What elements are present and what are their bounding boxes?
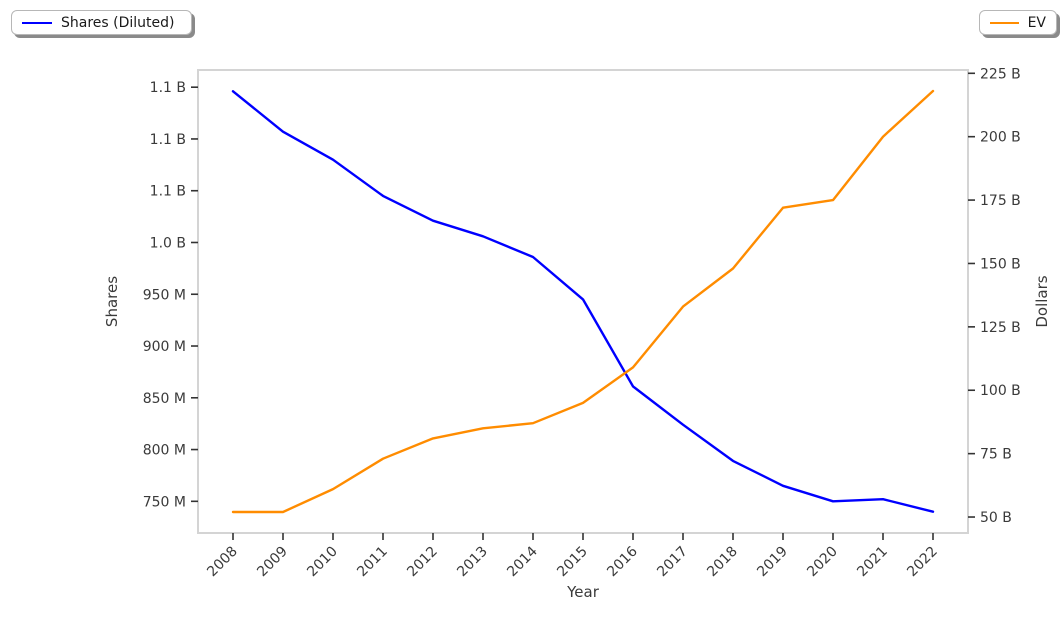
y-tick-label-right: 50 B bbox=[980, 510, 1012, 526]
x-tick-label: 2020 bbox=[804, 544, 841, 581]
x-tick-label: 2009 bbox=[254, 544, 291, 581]
y-tick-label-left: 800 M bbox=[143, 443, 186, 459]
x-tick-label: 2015 bbox=[554, 544, 591, 581]
x-tick-label: 2016 bbox=[604, 543, 641, 580]
legend-label-shares: Shares (Diluted) bbox=[61, 14, 175, 31]
y-axis-title-right: Dollars bbox=[1033, 275, 1051, 327]
y-tick-label-right: 200 B bbox=[980, 130, 1021, 146]
x-tick-label: 2022 bbox=[904, 544, 941, 581]
x-tick-label: 2012 bbox=[404, 544, 441, 581]
y-tick-label-right: 175 B bbox=[980, 193, 1021, 209]
y-tick-label-left: 1.1 B bbox=[150, 132, 186, 148]
y-tick-label-left: 950 M bbox=[143, 287, 186, 303]
y-tick-label-left: 750 M bbox=[143, 494, 186, 510]
ev-line bbox=[231, 89, 935, 514]
x-tick-label: 2017 bbox=[654, 544, 691, 581]
y-tick-label-right: 225 B bbox=[980, 66, 1021, 82]
x-tick-label: 2010 bbox=[304, 544, 341, 581]
y-tick-label-left: 1.1 B bbox=[150, 184, 186, 200]
legend-line-ev-icon bbox=[990, 21, 1019, 24]
x-tick-label: 2018 bbox=[704, 544, 741, 581]
y-tick-label-left: 900 M bbox=[143, 339, 186, 355]
y-tick-label-left: 1.0 B bbox=[150, 235, 186, 251]
shares-diluted-line bbox=[231, 90, 935, 513]
legend-line-shares-icon bbox=[22, 21, 52, 24]
x-tick-label: 2014 bbox=[504, 543, 541, 580]
x-tick-label: 2008 bbox=[204, 544, 241, 581]
x-tick-label: 2011 bbox=[354, 544, 391, 581]
y-axis-title-left: Shares bbox=[103, 276, 121, 327]
legend-label-ev: EV bbox=[1027, 14, 1046, 31]
x-tick-label: 2013 bbox=[454, 544, 491, 581]
y-tick-label-right: 100 B bbox=[980, 383, 1021, 399]
legend-shares-diluted: Shares (Diluted) bbox=[11, 10, 192, 35]
x-tick-label: 2021 bbox=[854, 544, 891, 581]
legend-ev: EV bbox=[979, 10, 1057, 35]
y-tick-label-right: 150 B bbox=[980, 256, 1021, 272]
x-tick-label: 2019 bbox=[754, 544, 791, 581]
y-tick-label-left: 1.1 B bbox=[150, 80, 186, 96]
x-axis-title: Year bbox=[566, 583, 600, 601]
y-tick-label-right: 125 B bbox=[980, 320, 1021, 336]
y-tick-label-left: 850 M bbox=[143, 391, 186, 407]
y-tick-label-right: 75 B bbox=[980, 447, 1012, 463]
